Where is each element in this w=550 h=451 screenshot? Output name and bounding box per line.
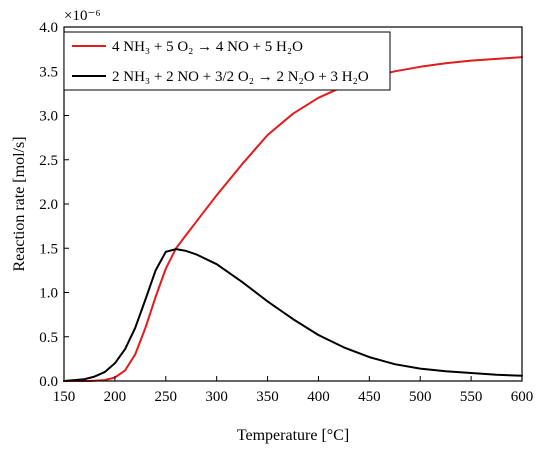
x-tick-label: 250 <box>155 389 178 405</box>
y-tick-label: 2.0 <box>39 197 58 213</box>
x-tick-label: 150 <box>53 389 76 405</box>
y-tick-label: 1.0 <box>39 286 58 302</box>
y-tick-label: 3.0 <box>39 109 58 125</box>
y-tick-label: 1.5 <box>39 241 58 257</box>
y-tick-label: 3.5 <box>39 64 58 80</box>
series-line-1 <box>63 56 523 382</box>
y-axis-multiplier: ×10⁻⁶ <box>64 8 101 24</box>
series-line-2 <box>63 248 523 382</box>
x-tick-label: 450 <box>358 389 381 405</box>
x-tick-label: 400 <box>307 389 330 405</box>
legend-box <box>63 31 391 91</box>
y-axis-label: Reaction rate [mol/s] <box>11 136 28 271</box>
x-axis-label: Temperature [°C] <box>237 427 349 444</box>
x-axis-ticks: 150 200 250 300 350 400 450 500 550 600 <box>53 376 534 405</box>
y-tick-label: 2.5 <box>39 153 58 169</box>
legend-label-series-1: 4 NH₃ + 5 O₂ → 4 NO + 5 H₂O <box>112 39 303 55</box>
legend: 4 NH₃ + 5 O₂ → 4 NO + 5 H₂O 2 NH₃ + 2 NO… <box>63 31 391 91</box>
y-tick-label: 4.0 <box>39 20 58 36</box>
legend-label-series-2: 2 NH₃ + 2 NO + 3/2 O₂ → 2 N₂O + 3 H₂O <box>112 69 369 85</box>
x-tick-label: 550 <box>460 389 483 405</box>
x-tick-label: 300 <box>205 389 228 405</box>
y-axis-ticks: 0.0 0.5 1.0 1.5 2.0 2.5 3.0 3.5 4.0 <box>39 20 69 390</box>
x-tick-label: 600 <box>511 389 534 405</box>
x-tick-label: 350 <box>256 389 279 405</box>
x-tick-label: 500 <box>409 389 432 405</box>
x-tick-label: 200 <box>104 389 127 405</box>
y-tick-label: 0.5 <box>39 330 58 346</box>
series-layer <box>63 56 523 382</box>
y-tick-label: 0.0 <box>39 374 58 390</box>
